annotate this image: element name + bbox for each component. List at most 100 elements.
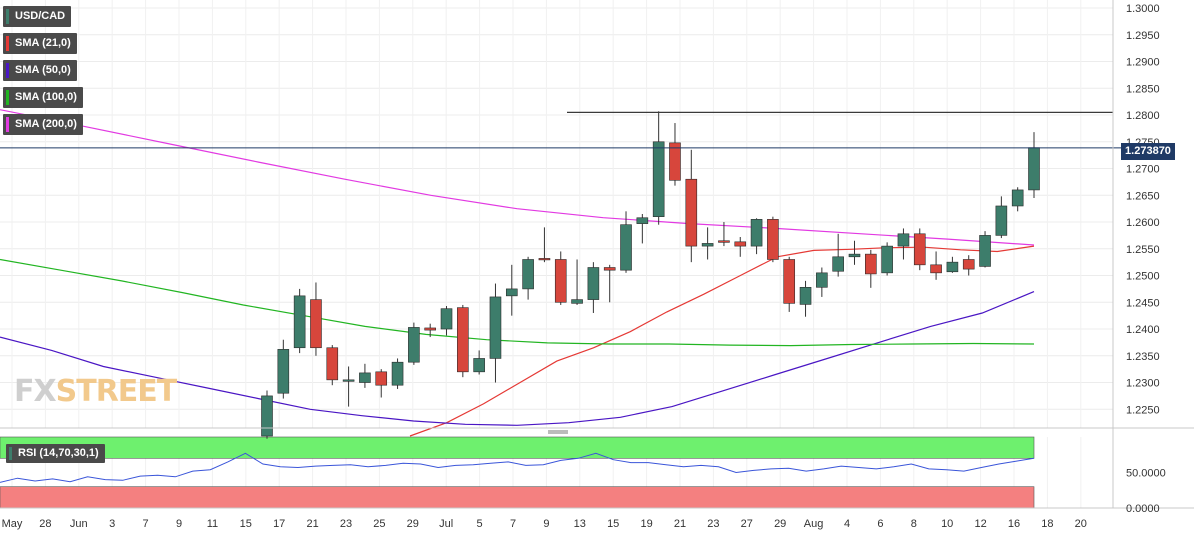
time-tick-label: 19 <box>640 518 652 530</box>
time-tick-label: 12 <box>974 518 986 530</box>
candle-body <box>538 258 551 261</box>
legend-swatch <box>6 63 9 78</box>
candle-body <box>408 327 420 363</box>
candle-body <box>424 327 436 331</box>
time-tick-label: 15 <box>240 518 252 530</box>
candle-body <box>767 219 779 260</box>
price-tick-label: 1.2950 <box>1126 30 1160 42</box>
candle-body <box>277 349 290 394</box>
candle-body <box>603 267 616 271</box>
candle-body <box>832 256 844 272</box>
candle-body <box>995 205 1008 236</box>
logo-street: STREET <box>55 374 178 409</box>
candle-body <box>489 296 502 359</box>
candle-body <box>359 372 371 383</box>
rsi-bands <box>0 436 1035 509</box>
rsi-tick-label: 50.0000 <box>1126 468 1166 480</box>
grid-lines <box>0 0 1113 508</box>
legend-sma-50[interactable]: SMA (50,0) <box>3 60 77 81</box>
candle-body <box>946 261 959 273</box>
time-tick-label: May <box>2 518 23 530</box>
price-tick-label: 1.2850 <box>1126 83 1160 95</box>
rsi-band <box>0 486 1035 509</box>
candle-body <box>391 361 404 386</box>
legend-label: SMA (100,0) <box>15 91 77 103</box>
time-tick-label: Aug <box>804 518 824 530</box>
candles <box>261 111 1040 439</box>
candle-body <box>865 253 877 275</box>
legend-sma-100[interactable]: SMA (100,0) <box>3 87 83 108</box>
sma-line <box>0 258 1035 347</box>
candle-body <box>962 259 975 270</box>
legend-swatch <box>6 90 9 105</box>
candle-body <box>620 224 632 271</box>
time-tick-label: 4 <box>844 518 850 530</box>
time-tick-label: 5 <box>477 518 483 530</box>
candle-body <box>457 307 469 373</box>
candle-body <box>750 219 763 247</box>
candle-body <box>587 267 600 300</box>
price-tick-label: 1.2650 <box>1126 190 1160 202</box>
price-tick-label: 1.2350 <box>1126 351 1160 363</box>
last-price-label: 1.273870 <box>1121 143 1175 160</box>
candle-body <box>1011 189 1024 207</box>
candle-body <box>685 178 698 247</box>
legend-sma-200[interactable]: SMA (200,0) <box>3 114 83 135</box>
candle-body <box>718 240 730 243</box>
time-tick-label: Jun <box>70 518 88 530</box>
candle-body <box>881 245 893 274</box>
candle-body <box>554 259 567 303</box>
legend-sma-21[interactable]: SMA (21,0) <box>3 33 77 54</box>
legend-swatch <box>6 36 9 51</box>
price-tick-label: 1.2250 <box>1126 404 1160 416</box>
legend-usdcad[interactable]: USD/CAD <box>3 6 72 27</box>
legend-label: USD/CAD <box>15 10 66 22</box>
time-tick-label: 9 <box>176 518 182 530</box>
sma-line <box>409 245 1035 437</box>
time-tick-label: 3 <box>109 518 115 530</box>
rsi-line <box>0 452 1035 483</box>
candle-body <box>783 259 796 304</box>
rsi-series-line <box>0 452 1035 483</box>
sma-lines <box>0 109 1035 437</box>
time-tick-label: 27 <box>741 518 753 530</box>
time-tick-label: 7 <box>143 518 149 530</box>
candle-body <box>571 299 583 304</box>
price-tick-label: 1.2500 <box>1126 271 1160 283</box>
candle-body <box>326 347 339 381</box>
legend-rsi[interactable]: RSI (14,70,30,1) <box>6 444 105 463</box>
price-tick-label: 1.2700 <box>1126 164 1160 176</box>
fxstreet-logo: FXSTREET <box>14 374 178 409</box>
time-tick-label: 18 <box>1041 518 1053 530</box>
candle-body <box>701 243 714 247</box>
candle-body <box>261 395 273 437</box>
candle-body <box>979 235 991 267</box>
price-tick-label: 1.2550 <box>1126 244 1160 256</box>
price-tick-label: 1.2600 <box>1126 217 1160 229</box>
time-tick-label: 9 <box>543 518 549 530</box>
time-tick-label: 29 <box>774 518 786 530</box>
legend-label: SMA (21,0) <box>15 37 71 49</box>
candle-body <box>913 233 926 266</box>
time-tick-label: 29 <box>407 518 419 530</box>
candle-body <box>1028 147 1040 191</box>
time-tick-label: 11 <box>207 518 218 530</box>
candle-body <box>897 233 910 247</box>
candle-body <box>930 264 942 274</box>
legend-swatch <box>9 447 12 460</box>
sma-line <box>0 109 1035 246</box>
candle-body <box>440 308 453 330</box>
time-tick-label: 13 <box>574 518 586 530</box>
legend-label: SMA (200,0) <box>15 118 77 130</box>
candle-body <box>505 288 518 297</box>
candle-body <box>652 141 665 217</box>
candle-body <box>636 217 649 224</box>
candle-body <box>669 142 681 181</box>
legend-label: RSI (14,70,30,1) <box>18 447 99 459</box>
time-tick-label: 20 <box>1075 518 1087 530</box>
candle-body <box>375 371 388 386</box>
legend-label: SMA (50,0) <box>15 64 71 76</box>
rsi-band <box>0 436 1035 459</box>
